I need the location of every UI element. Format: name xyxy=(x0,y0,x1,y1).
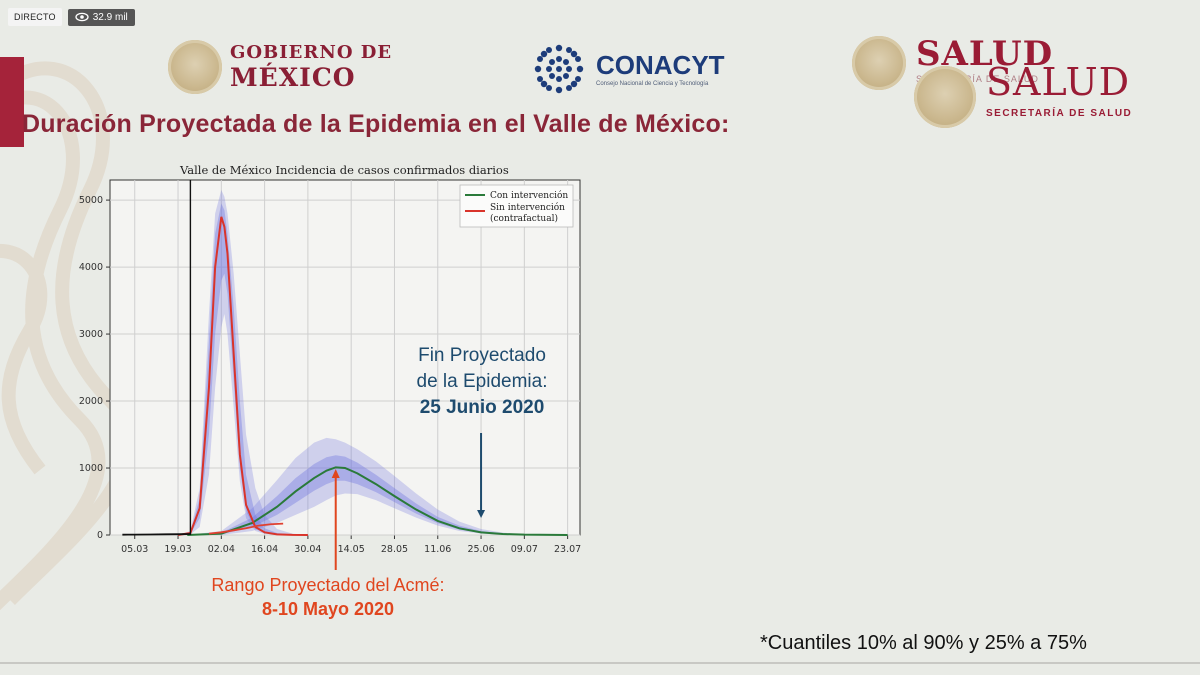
viewer-count: 32.9 mil xyxy=(67,8,135,26)
line-con-intervencion xyxy=(187,466,568,536)
salud-name-b: SALUD xyxy=(986,60,1131,104)
salud-subtitle-a: SECRETARÍA DE SALUD xyxy=(916,74,1039,84)
viewer-count-value: 32.9 mil xyxy=(92,11,128,23)
x-tick-label: 16.04 xyxy=(251,544,278,555)
legend-label-sin: Sin intervención xyxy=(490,202,565,213)
line-sin-intervencion xyxy=(177,216,308,536)
projected-end-annotation: Fin Proyectado de la Epidemia: 25 Junio … xyxy=(402,343,562,421)
projected-end-line2: de la Epidemia: xyxy=(416,371,548,392)
chart-title: Valle de México Incidencia de casos conf… xyxy=(180,163,509,177)
band-75-1 xyxy=(178,203,308,535)
plot-area xyxy=(109,179,581,536)
quantiles-footnote: *Cuantiles 10% al 90% y 25% a 75% xyxy=(760,632,1087,654)
slide-title: Duración Proyectada de la Epidemia en el… xyxy=(22,110,730,138)
x-tick-label: 30.04 xyxy=(294,544,321,555)
peak-arrow-head xyxy=(331,469,340,478)
band-90-1 xyxy=(178,190,308,535)
y-tick-label: 0 xyxy=(97,530,103,541)
eye-icon xyxy=(75,12,89,22)
x-tick-label: 23.07 xyxy=(554,544,581,555)
live-label: DIRECTO xyxy=(8,8,62,26)
peak-range-date: 8-10 Mayo 2020 xyxy=(261,599,395,619)
salud-logo: SALUD SECRETARÍA DE SALUD SALUD SECRETAR… xyxy=(852,30,1172,130)
x-tick-label: 09.07 xyxy=(511,544,538,555)
live-badge: DIRECTO 32.9 mil xyxy=(8,8,135,26)
x-tick-label: 02.04 xyxy=(208,544,235,555)
line-observados xyxy=(208,522,284,535)
band-90-0 xyxy=(187,437,568,535)
line-historicos xyxy=(122,533,191,536)
gobierno-line1: GOBIERNO DE xyxy=(230,42,393,63)
gobierno-line2: MÉXICO xyxy=(230,63,356,92)
conacyt-logo: CONACYT Consejo Nacional de Ciencia y Te… xyxy=(530,40,725,98)
projected-end-date: 25 Junio 2020 xyxy=(419,397,545,418)
gobierno-mexico-logo: GOBIERNO DE MÉXICO xyxy=(168,40,392,94)
x-tick-label: 11.06 xyxy=(424,544,451,555)
salud-seal-icon-b xyxy=(914,66,976,128)
y-tick-label: 3000 xyxy=(79,329,103,340)
y-tick-label: 4000 xyxy=(79,262,103,273)
legend-label-con: Con intervención xyxy=(490,190,568,201)
conacyt-dots-icon xyxy=(534,44,584,94)
y-tick-label: 5000 xyxy=(79,195,103,206)
peak-range-annotation: Rango Proyectado del Acmé: 8-10 Mayo 202… xyxy=(178,573,478,621)
x-tick-label: 05.03 xyxy=(121,544,148,555)
x-tick-label: 14.05 xyxy=(338,544,365,555)
projected-end-line1: Fin Proyectado xyxy=(418,345,546,366)
legend-box xyxy=(459,184,574,228)
slide-accent-tab xyxy=(0,57,24,147)
peak-range-line1: Rango Proyectado del Acmé: xyxy=(211,575,445,595)
conacyt-name: CONACYT xyxy=(596,49,725,80)
chart-plot: 05.03 19.03 02.04 16.04 30.04 14.05 28.05 11.06… xyxy=(79,179,581,570)
national-seal-icon xyxy=(168,40,222,94)
x-tick-label: 28.05 xyxy=(381,544,408,555)
incidence-chart: Valle de México Incidencia de casos conf… xyxy=(70,155,590,570)
salud-subtitle-b: SECRETARÍA DE SALUD xyxy=(986,108,1133,119)
legend-label-sin-2: (contrafactual) xyxy=(490,213,558,224)
bottom-divider xyxy=(0,662,1200,664)
x-tick-label: 25.06 xyxy=(467,544,494,555)
y-tick-label: 2000 xyxy=(79,396,103,407)
end-arrow-head xyxy=(477,510,486,518)
salud-seal-icon xyxy=(852,36,906,90)
y-tick-label: 1000 xyxy=(79,463,103,474)
x-tick-label: 19.03 xyxy=(164,544,191,555)
conacyt-subtitle: Consejo Nacional de Ciencia y Tecnología xyxy=(596,80,709,87)
